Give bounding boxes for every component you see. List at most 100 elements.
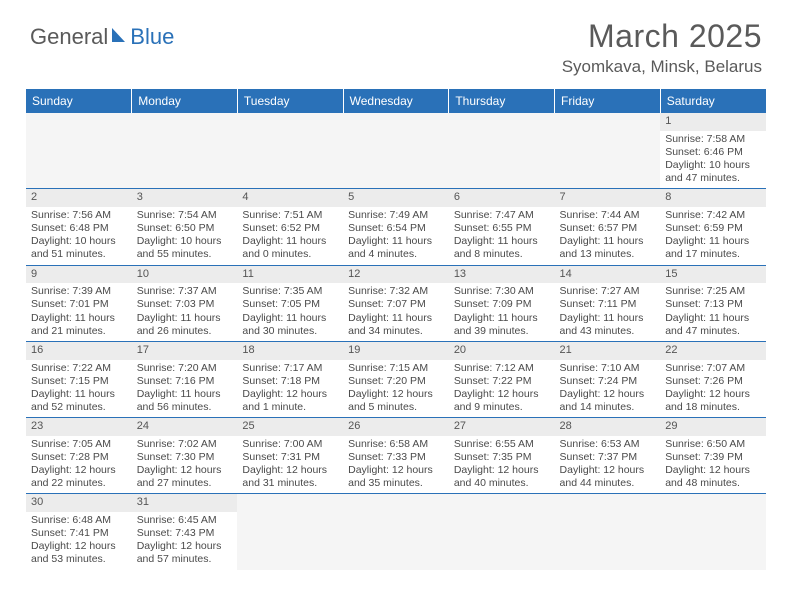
day-body: Sunrise: 7:05 AMSunset: 7:28 PMDaylight:… xyxy=(26,436,132,494)
day-body: Sunrise: 7:44 AMSunset: 6:57 PMDaylight:… xyxy=(555,207,661,265)
sunrise-text: Sunrise: 6:48 AM xyxy=(31,514,127,527)
day-body: Sunrise: 7:17 AMSunset: 7:18 PMDaylight:… xyxy=(237,360,343,418)
day-cell: 6Sunrise: 7:47 AMSunset: 6:55 PMDaylight… xyxy=(449,189,555,265)
day-cell: 10Sunrise: 7:37 AMSunset: 7:03 PMDayligh… xyxy=(132,265,238,341)
day-body: Sunrise: 7:32 AMSunset: 7:07 PMDaylight:… xyxy=(343,283,449,341)
sunrise-text: Sunrise: 7:58 AM xyxy=(665,133,761,146)
sunrise-text: Sunrise: 6:58 AM xyxy=(348,438,444,451)
day-number: 30 xyxy=(26,494,132,512)
sunrise-text: Sunrise: 7:39 AM xyxy=(31,285,127,298)
day-cell: 27Sunrise: 6:55 AMSunset: 7:35 PMDayligh… xyxy=(449,418,555,494)
sunset-text: Sunset: 7:05 PM xyxy=(242,298,338,311)
day-body: Sunrise: 6:48 AMSunset: 7:41 PMDaylight:… xyxy=(26,512,132,570)
day-number: 10 xyxy=(132,266,238,284)
day-cell: 26Sunrise: 6:58 AMSunset: 7:33 PMDayligh… xyxy=(343,418,449,494)
day-cell: 24Sunrise: 7:02 AMSunset: 7:30 PMDayligh… xyxy=(132,418,238,494)
day-number: 3 xyxy=(132,189,238,207)
day-number: 19 xyxy=(343,342,449,360)
day-number: 13 xyxy=(449,266,555,284)
day-cell: 16Sunrise: 7:22 AMSunset: 7:15 PMDayligh… xyxy=(26,341,132,417)
day-number: 12 xyxy=(343,266,449,284)
day-cell: 15Sunrise: 7:25 AMSunset: 7:13 PMDayligh… xyxy=(660,265,766,341)
day-cell xyxy=(343,113,449,189)
day-cell: 19Sunrise: 7:15 AMSunset: 7:20 PMDayligh… xyxy=(343,341,449,417)
day-cell: 11Sunrise: 7:35 AMSunset: 7:05 PMDayligh… xyxy=(237,265,343,341)
day-cell: 9Sunrise: 7:39 AMSunset: 7:01 PMDaylight… xyxy=(26,265,132,341)
day-number: 6 xyxy=(449,189,555,207)
sunrise-text: Sunrise: 7:00 AM xyxy=(242,438,338,451)
location: Syomkava, Minsk, Belarus xyxy=(562,57,762,77)
week-row: 1 Sunrise: 7:58 AMSunset: 6:46 PMDaylight… xyxy=(26,113,766,189)
day-cell xyxy=(555,113,661,189)
sunset-text: Sunset: 6:54 PM xyxy=(348,222,444,235)
day-number: 1 xyxy=(660,113,766,131)
sunrise-text: Sunrise: 7:49 AM xyxy=(348,209,444,222)
day-body: Sunrise: 7:15 AMSunset: 7:20 PMDaylight:… xyxy=(343,360,449,418)
day-cell: 8Sunrise: 7:42 AMSunset: 6:59 PMDaylight… xyxy=(660,189,766,265)
day-header: Friday xyxy=(555,89,661,113)
sunrise-text: Sunrise: 7:42 AM xyxy=(665,209,761,222)
day-body: Sunrise: 7:27 AMSunset: 7:11 PMDaylight:… xyxy=(555,283,661,341)
sunrise-text: Sunrise: 7:07 AM xyxy=(665,362,761,375)
day-cell: 28Sunrise: 6:53 AMSunset: 7:37 PMDayligh… xyxy=(555,418,661,494)
calendar-head: SundayMondayTuesdayWednesdayThursdayFrid… xyxy=(26,89,766,113)
day-cell xyxy=(660,494,766,570)
day-body: Sunrise: 7:42 AMSunset: 6:59 PMDaylight:… xyxy=(660,207,766,265)
day-number: 25 xyxy=(237,418,343,436)
day-body: Sunrise: 7:00 AMSunset: 7:31 PMDaylight:… xyxy=(237,436,343,494)
daylight-text: Daylight: 12 hours and 18 minutes. xyxy=(665,388,761,414)
day-number: 2 xyxy=(26,189,132,207)
day-number: 20 xyxy=(449,342,555,360)
sunset-text: Sunset: 7:03 PM xyxy=(137,298,233,311)
sunset-text: Sunset: 7:39 PM xyxy=(665,451,761,464)
day-body: Sunrise: 6:55 AMSunset: 7:35 PMDaylight:… xyxy=(449,436,555,494)
daylight-text: Daylight: 12 hours and 44 minutes. xyxy=(560,464,656,490)
day-cell xyxy=(343,494,449,570)
calendar-table: SundayMondayTuesdayWednesdayThursdayFrid… xyxy=(26,89,766,570)
day-header: Saturday xyxy=(660,89,766,113)
day-cell: 3Sunrise: 7:54 AMSunset: 6:50 PMDaylight… xyxy=(132,189,238,265)
daylight-text: Daylight: 12 hours and 48 minutes. xyxy=(665,464,761,490)
day-body: Sunrise: 7:49 AMSunset: 6:54 PMDaylight:… xyxy=(343,207,449,265)
day-body: Sunrise: 7:07 AMSunset: 7:26 PMDaylight:… xyxy=(660,360,766,418)
day-body: Sunrise: 7:22 AMSunset: 7:15 PMDaylight:… xyxy=(26,360,132,418)
daylight-text: Daylight: 12 hours and 57 minutes. xyxy=(137,540,233,566)
day-header: Wednesday xyxy=(343,89,449,113)
sunrise-text: Sunrise: 7:51 AM xyxy=(242,209,338,222)
sunset-text: Sunset: 6:46 PM xyxy=(665,146,761,159)
daylight-text: Daylight: 10 hours and 47 minutes. xyxy=(665,159,761,185)
day-number: 29 xyxy=(660,418,766,436)
week-row: 9Sunrise: 7:39 AMSunset: 7:01 PMDaylight… xyxy=(26,265,766,341)
sunrise-text: Sunrise: 7:17 AM xyxy=(242,362,338,375)
day-cell: 12Sunrise: 7:32 AMSunset: 7:07 PMDayligh… xyxy=(343,265,449,341)
sunset-text: Sunset: 6:55 PM xyxy=(454,222,550,235)
sunset-text: Sunset: 7:11 PM xyxy=(560,298,656,311)
day-cell: 1 Sunrise: 7:58 AMSunset: 6:46 PMDaylight… xyxy=(660,113,766,189)
day-number: 11 xyxy=(237,266,343,284)
sunrise-text: Sunrise: 6:53 AM xyxy=(560,438,656,451)
day-body: Sunrise: 7:47 AMSunset: 6:55 PMDaylight:… xyxy=(449,207,555,265)
day-cell xyxy=(449,494,555,570)
sunrise-text: Sunrise: 7:56 AM xyxy=(31,209,127,222)
daylight-text: Daylight: 11 hours and 39 minutes. xyxy=(454,312,550,338)
daylight-text: Daylight: 11 hours and 17 minutes. xyxy=(665,235,761,261)
daylight-text: Daylight: 12 hours and 40 minutes. xyxy=(454,464,550,490)
day-number: 24 xyxy=(132,418,238,436)
day-cell: 17Sunrise: 7:20 AMSunset: 7:16 PMDayligh… xyxy=(132,341,238,417)
sunrise-text: Sunrise: 7:32 AM xyxy=(348,285,444,298)
daylight-text: Daylight: 11 hours and 26 minutes. xyxy=(137,312,233,338)
sunset-text: Sunset: 7:24 PM xyxy=(560,375,656,388)
day-body: Sunrise: 6:50 AMSunset: 7:39 PMDaylight:… xyxy=(660,436,766,494)
logo: GeneralBlue xyxy=(30,24,174,50)
sunrise-text: Sunrise: 7:10 AM xyxy=(560,362,656,375)
day-body: Sunrise: 7:56 AMSunset: 6:48 PMDaylight:… xyxy=(26,207,132,265)
sunset-text: Sunset: 7:13 PM xyxy=(665,298,761,311)
day-cell xyxy=(132,113,238,189)
sunrise-text: Sunrise: 7:25 AM xyxy=(665,285,761,298)
day-header: Monday xyxy=(132,89,238,113)
day-cell: 13Sunrise: 7:30 AMSunset: 7:09 PMDayligh… xyxy=(449,265,555,341)
daylight-text: Daylight: 10 hours and 51 minutes. xyxy=(31,235,127,261)
sunset-text: Sunset: 7:15 PM xyxy=(31,375,127,388)
sunrise-text: Sunrise: 6:50 AM xyxy=(665,438,761,451)
daylight-text: Daylight: 11 hours and 34 minutes. xyxy=(348,312,444,338)
